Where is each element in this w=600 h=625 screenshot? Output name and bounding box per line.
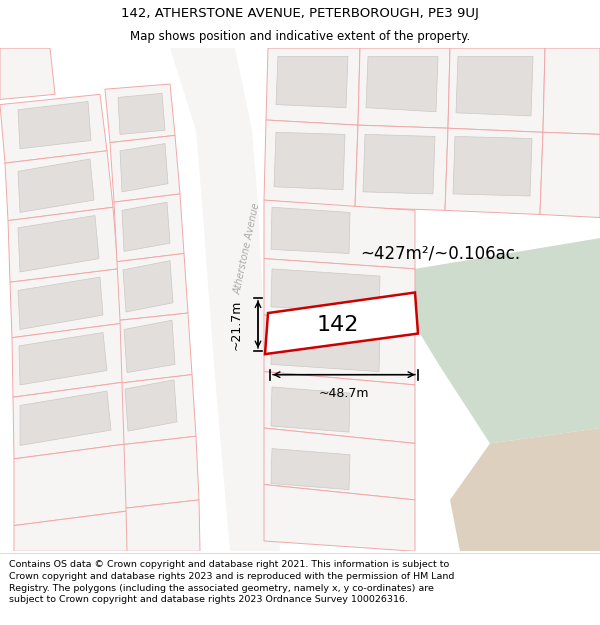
Polygon shape xyxy=(122,202,170,251)
Polygon shape xyxy=(415,238,600,444)
Polygon shape xyxy=(355,125,448,211)
Polygon shape xyxy=(264,428,415,500)
Polygon shape xyxy=(0,94,107,163)
Polygon shape xyxy=(124,320,175,372)
Polygon shape xyxy=(363,134,435,194)
Polygon shape xyxy=(18,159,94,212)
Polygon shape xyxy=(266,48,360,125)
Polygon shape xyxy=(540,132,600,218)
Polygon shape xyxy=(18,101,91,149)
Polygon shape xyxy=(276,56,348,108)
Polygon shape xyxy=(13,382,130,459)
Text: Atherstone Avenue: Atherstone Avenue xyxy=(232,202,262,295)
Polygon shape xyxy=(543,48,600,134)
Text: ~427m²/~0.106ac.: ~427m²/~0.106ac. xyxy=(360,244,520,262)
Polygon shape xyxy=(448,48,545,132)
Polygon shape xyxy=(12,323,126,398)
Polygon shape xyxy=(264,371,415,444)
Polygon shape xyxy=(456,56,533,116)
Polygon shape xyxy=(122,374,196,444)
Polygon shape xyxy=(120,144,168,192)
Polygon shape xyxy=(271,269,380,313)
Text: 142, ATHERSTONE AVENUE, PETERBOROUGH, PE3 9UJ: 142, ATHERSTONE AVENUE, PETERBOROUGH, PE… xyxy=(121,7,479,20)
Polygon shape xyxy=(18,216,99,272)
Polygon shape xyxy=(453,136,532,196)
Polygon shape xyxy=(264,200,415,269)
Polygon shape xyxy=(18,277,103,329)
Text: 142: 142 xyxy=(317,316,359,336)
Polygon shape xyxy=(271,208,350,254)
Polygon shape xyxy=(5,151,113,221)
Text: ~21.7m: ~21.7m xyxy=(229,299,242,349)
Polygon shape xyxy=(117,254,188,320)
Polygon shape xyxy=(20,391,111,446)
Polygon shape xyxy=(271,387,350,432)
Polygon shape xyxy=(120,313,192,383)
Polygon shape xyxy=(274,132,345,190)
Polygon shape xyxy=(110,136,180,202)
Polygon shape xyxy=(445,128,543,214)
Polygon shape xyxy=(105,84,175,142)
Polygon shape xyxy=(358,48,450,128)
Polygon shape xyxy=(271,326,380,371)
Polygon shape xyxy=(10,269,122,338)
Polygon shape xyxy=(118,93,165,134)
Polygon shape xyxy=(264,259,415,326)
Polygon shape xyxy=(14,444,134,526)
Polygon shape xyxy=(125,380,177,431)
Text: Contains OS data © Crown copyright and database right 2021. This information is : Contains OS data © Crown copyright and d… xyxy=(9,560,454,604)
Polygon shape xyxy=(450,428,600,551)
Polygon shape xyxy=(264,120,358,208)
Polygon shape xyxy=(123,261,173,312)
Polygon shape xyxy=(271,449,350,489)
Polygon shape xyxy=(19,332,107,385)
Polygon shape xyxy=(124,436,199,508)
Polygon shape xyxy=(170,48,280,551)
Polygon shape xyxy=(126,500,200,551)
Polygon shape xyxy=(0,48,55,99)
Polygon shape xyxy=(264,315,415,385)
Polygon shape xyxy=(114,194,184,262)
Text: Map shows position and indicative extent of the property.: Map shows position and indicative extent… xyxy=(130,29,470,42)
Text: ~48.7m: ~48.7m xyxy=(319,387,369,399)
Polygon shape xyxy=(264,484,415,551)
Polygon shape xyxy=(14,510,136,551)
Polygon shape xyxy=(265,292,418,354)
Polygon shape xyxy=(8,208,118,282)
Polygon shape xyxy=(366,56,438,112)
